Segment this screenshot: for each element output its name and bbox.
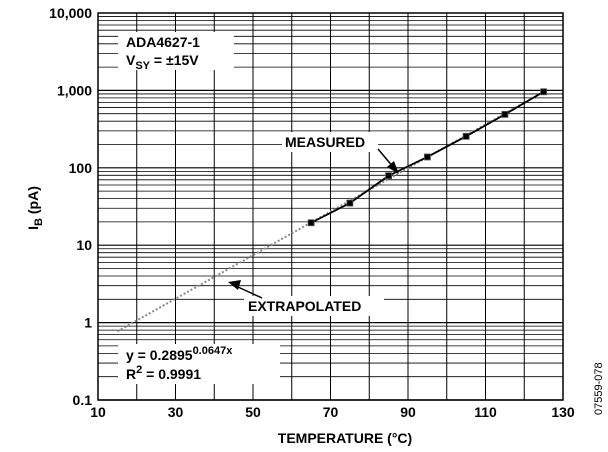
measured-annotation: MEASURED bbox=[282, 132, 399, 174]
plot-frame bbox=[97, 12, 564, 401]
measured-arrow-head bbox=[387, 161, 399, 174]
measured-point bbox=[307, 219, 315, 227]
supply-main: V bbox=[126, 52, 136, 68]
part-label: ADA4627-1 bbox=[126, 34, 200, 50]
x-tick-label: 50 bbox=[245, 404, 261, 420]
r-squared-rest: = 0.9991 bbox=[142, 366, 201, 382]
equation-base: y = 0.2895 bbox=[126, 347, 193, 363]
extrapolated-arrow-head bbox=[228, 280, 241, 290]
x-tick-label: 30 bbox=[168, 404, 184, 420]
y-axis-title-main: I bbox=[25, 226, 41, 230]
extrapolated-annotation: EXTRAPOLATED bbox=[228, 280, 384, 316]
extrapolated-label-bg bbox=[244, 296, 384, 316]
measured-point bbox=[462, 132, 470, 140]
y-tick-label: 100 bbox=[69, 160, 93, 176]
equation-label: y = 0.28950.0647x bbox=[126, 345, 233, 363]
measured-point bbox=[501, 110, 509, 118]
measured-label-bg bbox=[282, 132, 378, 152]
y-tick-label: 10,000 bbox=[49, 5, 92, 21]
equation-box-bg bbox=[118, 344, 280, 384]
supply-rest: = ±15V bbox=[150, 52, 199, 68]
y-tick-label: 0.1 bbox=[73, 392, 93, 408]
measured-label: MEASURED bbox=[285, 134, 365, 150]
equation-exponent: 0.0647x bbox=[193, 345, 234, 357]
x-tick-label: 110 bbox=[474, 404, 497, 420]
x-tick-label: 90 bbox=[400, 404, 416, 420]
y-axis-title: IB (pA) bbox=[25, 186, 45, 230]
annotation-box: ADA4627-1 VSY = ±15V bbox=[118, 32, 234, 72]
figure-id: 07559-078 bbox=[593, 362, 605, 415]
x-axis-title: TEMPERATURE (°C) bbox=[278, 430, 412, 446]
measured-point bbox=[540, 88, 548, 96]
r-squared-label: R2 = 0.9991 bbox=[126, 364, 201, 382]
y-tick-label: 10 bbox=[76, 237, 92, 253]
annotation-box-bg bbox=[118, 32, 234, 70]
y-tick-label: 1 bbox=[84, 315, 92, 331]
extrapolated-arrow-line bbox=[237, 286, 263, 299]
measured-point bbox=[346, 199, 354, 207]
r-squared-sup: 2 bbox=[136, 364, 142, 376]
supply-sub: SY bbox=[135, 60, 150, 72]
measured-point bbox=[423, 153, 431, 161]
plot-area bbox=[116, 88, 548, 333]
equation-box: y = 0.28950.0647x R2 = 0.9991 bbox=[118, 344, 280, 384]
extrapolated-line bbox=[116, 90, 545, 333]
x-tick-label: 130 bbox=[551, 404, 575, 420]
y-axis-title-unit: (pA) bbox=[25, 186, 41, 218]
x-tick-label: 70 bbox=[323, 404, 339, 420]
x-tick-label: 10 bbox=[90, 404, 106, 420]
y-axis-title-sub: B bbox=[33, 218, 45, 226]
supply-label: VSY = ±15V bbox=[126, 52, 199, 72]
r-squared-base: R bbox=[126, 366, 136, 382]
y-tick-label: 1,000 bbox=[57, 82, 92, 98]
extrapolated-label: EXTRAPOLATED bbox=[248, 298, 361, 314]
measured-point bbox=[385, 172, 393, 180]
